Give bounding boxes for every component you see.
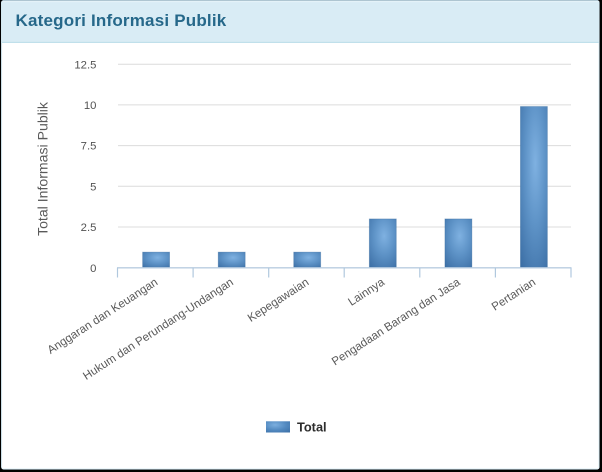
svg-text:7.5: 7.5	[81, 141, 97, 153]
svg-text:Total Informasi Publik: Total Informasi Publik	[34, 101, 50, 236]
svg-text:0: 0	[90, 263, 96, 275]
svg-text:Kategori Informasi Publik: Kategori Informasi Publik	[16, 11, 227, 30]
svg-text:Total: Total	[297, 420, 327, 435]
svg-text:10: 10	[84, 100, 97, 112]
svg-text:5: 5	[90, 181, 96, 193]
svg-text:12.5: 12.5	[74, 59, 96, 71]
svg-text:2.5: 2.5	[81, 222, 97, 234]
